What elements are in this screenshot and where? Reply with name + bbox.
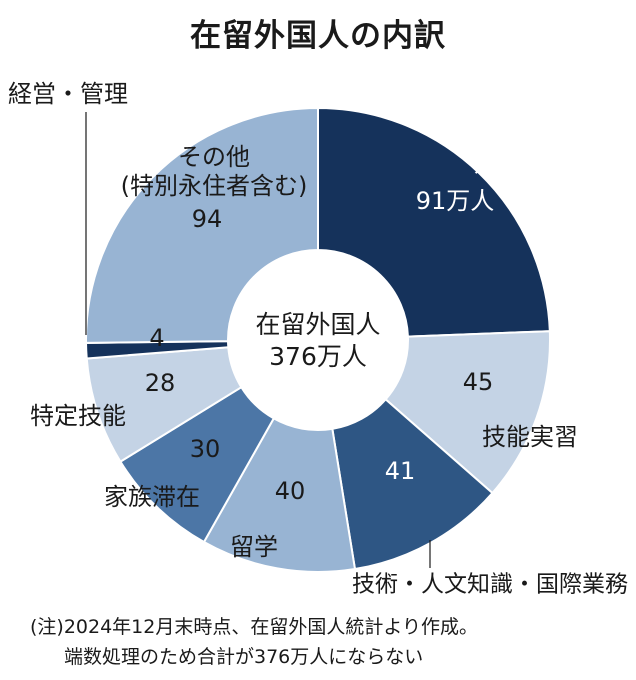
value-label-0: 91万人 — [416, 187, 495, 215]
value-label-6: 4 — [149, 324, 164, 352]
value-label-5: 28 — [145, 369, 176, 397]
category-label-2: 技術・人文知識・国際業務 — [352, 572, 628, 598]
slice-0 — [317, 106, 551, 338]
category-label-4: 家族滞在 — [104, 483, 200, 511]
note-line-2: 端数処理のため合計が376万人にならない — [64, 646, 424, 668]
slice-2 — [331, 397, 494, 571]
value-label-1: 45 — [463, 368, 494, 396]
center-label: 在留外国人 — [255, 310, 380, 339]
value-label-7: 94 — [192, 205, 223, 233]
slice-7 — [85, 106, 319, 344]
category-label-1: 技能実習 — [482, 423, 578, 451]
value-label-2: 41 — [385, 457, 416, 485]
category-label-5: 特定技能 — [30, 402, 126, 430]
center-total: 376万人 — [269, 342, 367, 371]
slice-1 — [384, 330, 551, 495]
note-line-1: (注)2024年12月末時点、在留外国人統計より作成。 — [30, 616, 478, 638]
category-label-3: 留学 — [230, 533, 278, 561]
chart-title: 在留外国人の内訳 — [190, 18, 446, 54]
category-label-7-line-1: (特別永住者含む) — [121, 172, 308, 200]
slice-3 — [202, 417, 357, 573]
category-label-7-line-0: その他 — [178, 143, 250, 171]
category-label-0: 永住者 — [474, 151, 546, 179]
value-label-3: 40 — [275, 477, 306, 505]
category-label-6: 経営・管理 — [8, 80, 128, 108]
value-label-4: 30 — [190, 435, 221, 463]
